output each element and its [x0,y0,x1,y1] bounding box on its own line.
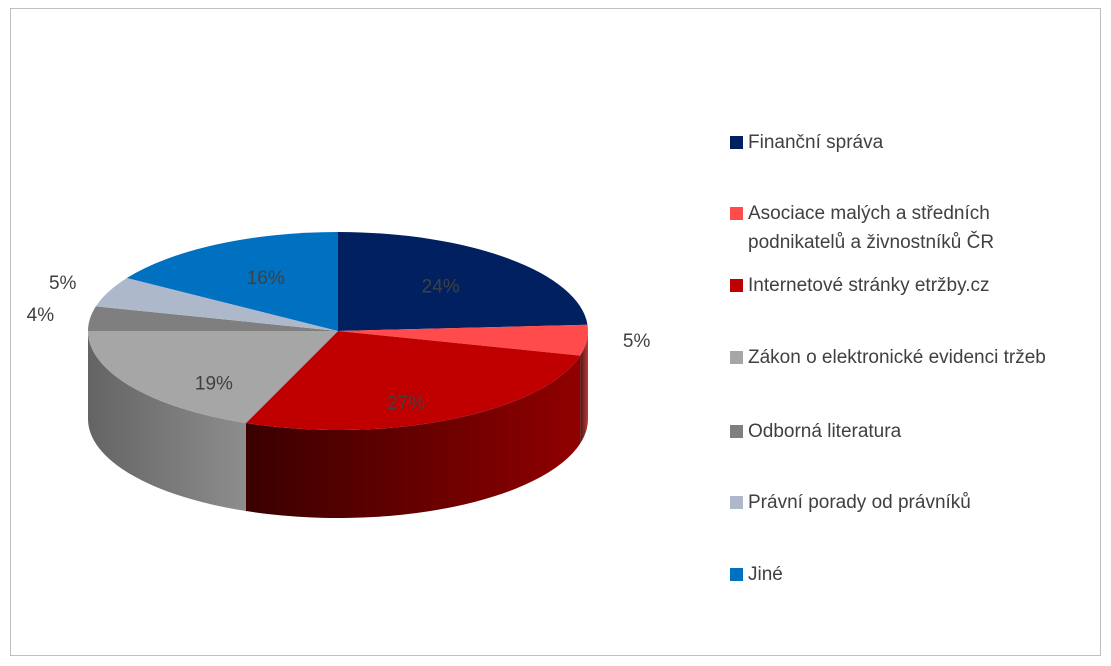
pie-side [245,355,581,518]
legend-label: Právní porady od právníků [748,492,971,513]
frame [10,8,1101,656]
pie-slice [338,232,588,331]
legend-item: Odborná literatura [730,417,1060,446]
legend-label: Asociace malých a středních podnikatelů … [748,203,995,253]
legend-label: Finanční správa [748,132,884,153]
legend-item: Právní porady od právníků [730,488,1060,517]
legend-label: Internetové stránky etržby.cz [748,275,990,296]
pie-slice [88,331,338,424]
pie-slice [95,277,338,331]
legend-label: Zákon o elektronické evidenci tržeb [748,347,1046,368]
legend-item: Internetové stránky etržby.cz [730,271,1060,300]
data-label: 19% [195,373,233,394]
legend-swatch [730,568,743,581]
legend-swatch [730,496,743,509]
legend-item: Jiné [730,560,1060,589]
legend-item: Finanční správa [730,128,1060,157]
legend-swatch [730,136,743,149]
legend-swatch [730,279,743,292]
pie-slice [338,324,588,356]
data-label: 5% [623,331,651,352]
data-label: 4% [27,305,55,326]
data-label: 5% [49,273,77,294]
data-label: 27% [387,393,425,414]
pie-slice [126,232,338,331]
pie-side [580,331,588,444]
pie-slice [245,331,581,431]
legend-swatch [730,207,743,220]
legend-swatch [730,425,743,438]
legend-swatch [730,351,743,364]
data-label: 24% [422,277,460,298]
legend-item: Asociace malých a středních podnikatelů … [730,199,1060,257]
pie-slice [88,306,338,331]
legend-label: Jiné [748,564,783,585]
data-label: 16% [247,268,285,289]
legend-item: Zákon o elektronické evidenci tržeb [730,343,1060,372]
pie-side [88,331,246,512]
legend-label: Odborná literatura [748,421,902,442]
